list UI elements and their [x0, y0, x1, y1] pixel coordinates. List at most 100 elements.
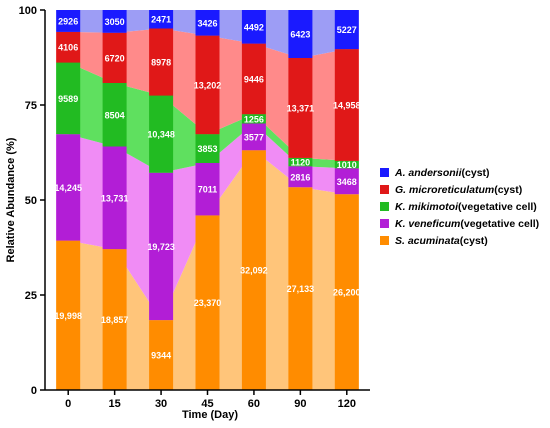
chart-areas: [56, 10, 359, 390]
x-tick-label: 120: [338, 398, 356, 410]
count-label: 3050: [105, 17, 125, 27]
count-label: 32,092: [240, 266, 268, 276]
count-label: 1256: [244, 114, 264, 124]
count-label: 10,348: [147, 130, 175, 140]
count-label: 19,998: [54, 311, 82, 321]
legend-swatch: [380, 185, 389, 194]
legend-label: A. andersonii(cyst): [395, 166, 490, 179]
bar-segment: [149, 320, 174, 390]
count-label: 26,200: [333, 288, 361, 298]
area-band-1: [56, 123, 359, 321]
bar-segment: [195, 215, 220, 390]
x-axis-label: Time (Day): [182, 409, 238, 421]
y-tick-label: 75: [25, 100, 37, 112]
legend-item: K. mikimotoi(vegetative cell): [380, 199, 550, 214]
count-label: 13,202: [194, 80, 222, 90]
bar-segment: [56, 62, 81, 135]
count-label: 2926: [58, 16, 78, 26]
y-tick-label: 50: [25, 195, 37, 207]
bar-segment: [241, 43, 266, 115]
bar-segment: [102, 32, 127, 83]
bar-segment: [288, 157, 313, 167]
count-label: 9446: [244, 74, 264, 84]
bar-segment: [334, 10, 359, 50]
area-band-2: [56, 62, 359, 173]
count-label: 2816: [290, 172, 310, 182]
legend-item: G. microreticulatum(cyst): [380, 182, 550, 197]
bar-segment: [241, 123, 266, 151]
count-label: 9344: [151, 351, 171, 361]
count-label: 3426: [197, 18, 217, 28]
count-label: 4106: [58, 43, 78, 53]
bar-segment: [102, 249, 127, 390]
count-label: 3577: [244, 132, 264, 142]
legend: A. andersonii(cyst) G. microreticulatum(c…: [380, 165, 550, 250]
y-tick-label: 100: [19, 5, 37, 17]
count-label: 13,731: [101, 193, 129, 203]
x-tick-label: 60: [248, 398, 260, 410]
count-label: 8978: [151, 58, 171, 68]
count-label: 3853: [197, 144, 217, 154]
bar-segment: [334, 168, 359, 195]
legend-label: S. acuminata(cyst): [395, 234, 488, 247]
count-label: 5227: [337, 25, 357, 35]
y-axis-label: Relative Abundance (%): [5, 137, 17, 262]
bar-segment: [149, 10, 174, 29]
bar-segment: [56, 240, 81, 390]
bar-segment: [149, 172, 174, 321]
count-label: 18,857: [101, 315, 129, 325]
y-tick-label: 0: [31, 385, 37, 397]
y-tick-label: 25: [25, 290, 37, 302]
count-label: 6423: [290, 30, 310, 40]
x-tick-label: 90: [294, 398, 306, 410]
bar-segment: [56, 10, 81, 32]
legend-item: S. acuminata(cyst): [380, 233, 550, 248]
bar-segment: [195, 163, 220, 216]
bar-segment: [241, 114, 266, 124]
x-tick-label: 15: [109, 398, 121, 410]
bar-segment: [288, 187, 313, 390]
legend-swatch: [380, 168, 389, 177]
bar-segment: [195, 10, 220, 36]
count-label: 6720: [105, 53, 125, 63]
count-label: 19,723: [147, 242, 175, 252]
bar-segment: [102, 146, 127, 250]
count-label: 2471: [151, 15, 171, 25]
bar-segment: [102, 10, 127, 33]
count-label: 3468: [337, 177, 357, 187]
legend-swatch: [380, 202, 389, 211]
bar-segment: [195, 35, 220, 135]
bar-segment: [102, 83, 127, 147]
x-tick-label: 45: [201, 398, 213, 410]
legend-swatch: [380, 219, 389, 228]
bar-segment: [288, 10, 313, 58]
bar-segment: [334, 160, 359, 169]
x-tick-label: 30: [155, 398, 167, 410]
legend-swatch: [380, 236, 389, 245]
legend-label: K. mikimotoi(vegetative cell): [395, 200, 537, 213]
count-labels: 19,998 18,857 9344 23,370 32,092 27,133 26,200…: [54, 15, 360, 361]
bar-segment: [56, 31, 81, 63]
bar-segment: [241, 150, 266, 390]
count-label: 9589: [58, 94, 78, 104]
count-label: 23,370: [194, 298, 222, 308]
count-label: 1010: [337, 160, 357, 170]
x-tick-label: 0: [65, 398, 71, 410]
legend-item: A. andersonii(cyst): [380, 165, 550, 180]
bar-segment: [56, 134, 81, 241]
count-label: 8504: [105, 110, 125, 120]
bar-segment: [288, 58, 313, 158]
bar-segment: [149, 95, 174, 173]
legend-item: K. veneficum(vegetative cell): [380, 216, 550, 231]
count-label: 4492: [244, 22, 264, 32]
bar-segment: [195, 134, 220, 163]
bar-segment: [334, 194, 359, 390]
chart-axes: 0 25 50 75 100 0 15 30 45 60 90 120: [19, 5, 370, 410]
bar-segment: [288, 166, 313, 188]
count-label: 7011: [198, 185, 218, 195]
count-label: 1120: [291, 158, 311, 168]
bar-segment: [334, 49, 359, 161]
count-label: 14,958: [333, 100, 361, 110]
bar-segment: [241, 10, 266, 44]
